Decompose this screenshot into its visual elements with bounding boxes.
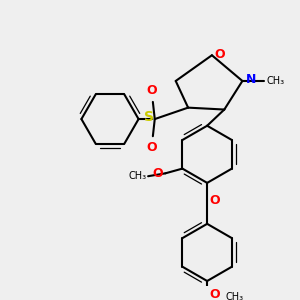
Text: O: O [215,48,225,61]
Text: O: O [209,194,220,206]
Text: O: O [209,288,220,300]
Text: CH₃: CH₃ [266,76,284,86]
Text: CH₃: CH₃ [225,292,243,300]
Text: CH₃: CH₃ [128,171,146,181]
Text: N: N [246,73,256,85]
Text: O: O [153,167,164,180]
Text: O: O [147,141,157,154]
Text: S: S [144,110,154,124]
Text: O: O [147,84,157,97]
